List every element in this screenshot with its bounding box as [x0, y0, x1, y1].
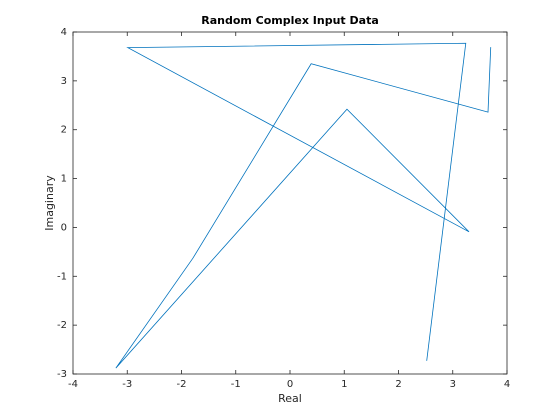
x-tick-label: 3	[450, 379, 456, 390]
y-axis-label: Imaginary	[43, 175, 56, 231]
x-tick-label: -4	[68, 379, 78, 390]
y-tick-label: 3	[61, 76, 67, 87]
x-tick-label: 0	[287, 379, 293, 390]
x-tick-label: -2	[177, 379, 187, 390]
y-tick-label: -3	[57, 369, 67, 380]
y-tick-label: 2	[61, 125, 67, 136]
y-tick-label: -2	[57, 320, 67, 331]
y-tick-label: 1	[61, 174, 67, 185]
x-tick-label: 1	[341, 379, 347, 390]
x-tick-label: -1	[231, 379, 241, 390]
x-tick-label: -3	[122, 379, 132, 390]
x-axis-label: Real	[278, 392, 302, 405]
y-tick-label: 0	[61, 222, 67, 233]
x-tick-label: 4	[504, 379, 510, 390]
chart-title: Random Complex Input Data	[201, 14, 379, 27]
x-tick-label: 2	[395, 379, 401, 390]
plot-area	[72, 31, 508, 375]
data-line	[115, 42, 492, 369]
y-tick-label: -1	[57, 271, 67, 282]
y-tick-label: 4	[61, 27, 67, 38]
